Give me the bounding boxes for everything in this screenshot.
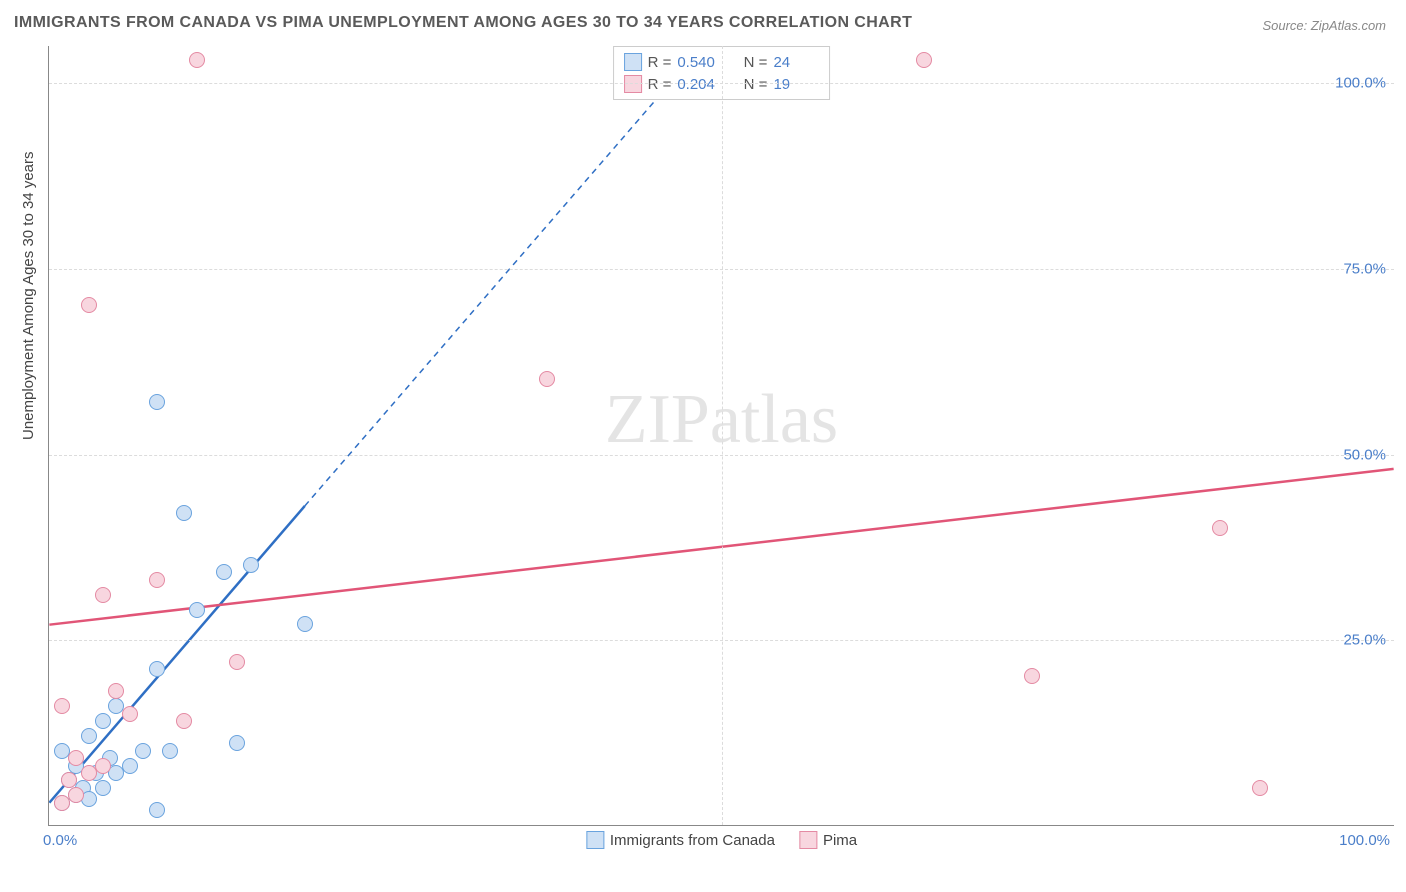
data-point: [229, 735, 245, 751]
legend-label: Pima: [823, 832, 857, 849]
x-tick-min: 0.0%: [43, 832, 77, 849]
data-point: [916, 52, 932, 68]
x-tick-max: 100.0%: [1339, 832, 1390, 849]
legend-label: Immigrants from Canada: [610, 832, 775, 849]
data-point: [54, 698, 70, 714]
data-point: [189, 52, 205, 68]
legend-r-value: 0.540: [677, 54, 723, 71]
y-tick-label: 50.0%: [1343, 446, 1386, 463]
chart-title: IMMIGRANTS FROM CANADA VS PIMA UNEMPLOYM…: [14, 14, 912, 32]
data-point: [61, 772, 77, 788]
legend-r-label: R =: [648, 54, 672, 71]
data-point: [1252, 780, 1268, 796]
data-point: [539, 371, 555, 387]
legend-n-label: N =: [744, 54, 768, 71]
data-point: [95, 780, 111, 796]
data-point: [1212, 520, 1228, 536]
data-point: [189, 602, 205, 618]
plot-area: ZIPatlas R = 0.540 N = 24R = 0.204 N = 1…: [48, 46, 1394, 826]
source-credit: Source: ZipAtlas.com: [1262, 18, 1386, 33]
data-point: [149, 572, 165, 588]
data-point: [122, 706, 138, 722]
y-tick-label: 100.0%: [1335, 75, 1386, 92]
data-point: [216, 564, 232, 580]
data-point: [81, 297, 97, 313]
y-tick-label: 25.0%: [1343, 632, 1386, 649]
y-axis-label: Unemployment Among Ages 30 to 34 years: [20, 151, 37, 440]
data-point: [243, 557, 259, 573]
legend-item: Immigrants from Canada: [586, 831, 775, 849]
data-point: [1024, 668, 1040, 684]
data-point: [135, 743, 151, 759]
data-point: [95, 758, 111, 774]
legend-swatch-icon: [586, 831, 604, 849]
data-point: [95, 713, 111, 729]
legend-item: Pima: [799, 831, 857, 849]
data-point: [95, 587, 111, 603]
data-point: [149, 661, 165, 677]
data-point: [229, 654, 245, 670]
data-point: [176, 505, 192, 521]
gridline-v: [722, 46, 723, 825]
data-point: [81, 728, 97, 744]
data-point: [149, 394, 165, 410]
data-point: [68, 787, 84, 803]
data-point: [297, 616, 313, 632]
legend-swatch-icon: [799, 831, 817, 849]
data-point: [108, 683, 124, 699]
data-point: [122, 758, 138, 774]
series-legend: Immigrants from Canada Pima: [586, 831, 857, 849]
legend-swatch-icon: [624, 53, 642, 71]
data-point: [176, 713, 192, 729]
data-point: [162, 743, 178, 759]
data-point: [149, 802, 165, 818]
data-point: [68, 750, 84, 766]
legend-n-value: 24: [773, 54, 819, 71]
y-tick-label: 75.0%: [1343, 260, 1386, 277]
